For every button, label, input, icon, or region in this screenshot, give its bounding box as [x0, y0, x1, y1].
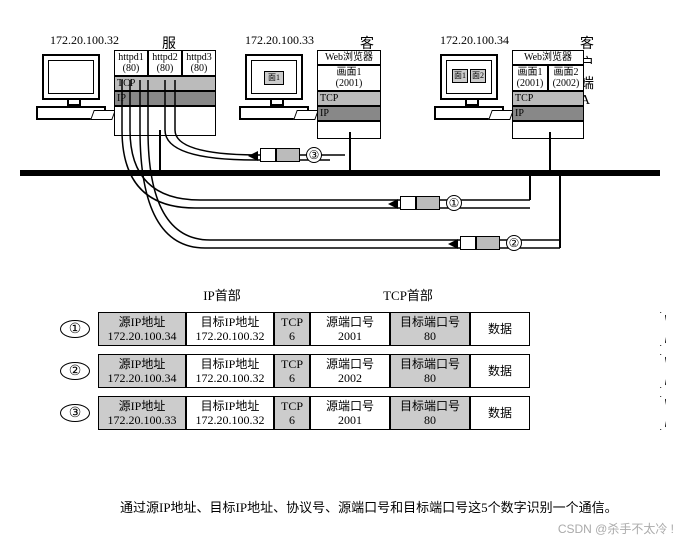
tcp-header-label: TCP首部: [328, 285, 488, 304]
network-topology: 172.20.100.32 服务器 httpd1(80) httpd2(80) …: [0, 0, 682, 280]
clienta-computer: 面1面2: [440, 54, 504, 120]
torn-edge: [660, 354, 666, 388]
arrow-icon: [388, 199, 398, 209]
server-computer: [42, 54, 106, 120]
packet-row: ① 源IP地址172.20.100.34目标IP地址172.20.100.32TC…: [60, 312, 660, 346]
layer-tcp: TCP: [114, 76, 216, 91]
proc-name: httpd1: [118, 52, 144, 63]
layer-ip: IP: [512, 106, 584, 121]
packet-num: ③: [60, 404, 90, 422]
screen-window: 面2: [470, 69, 486, 83]
win-label: 画面1: [518, 67, 543, 78]
browser-label: Web浏览器: [317, 50, 381, 65]
win-port: (2002): [553, 78, 580, 89]
packet-row: ② 源IP地址172.20.100.34目标IP地址172.20.100.32TC…: [60, 354, 660, 388]
packet-num: ①: [60, 320, 90, 338]
dst-port-cell: 目标端口号80: [390, 396, 470, 430]
packet-marker-2: ②: [460, 236, 504, 252]
dst-ip-cell: 目标IP地址172.20.100.32: [186, 396, 274, 430]
win-port: (2001): [336, 78, 363, 89]
data-cell: 数据: [470, 312, 530, 346]
screen-window: 面1: [264, 71, 284, 85]
src-port-cell: 源端口号2001: [310, 396, 390, 430]
torn-edge: [660, 312, 666, 346]
proc-port: (80): [157, 63, 174, 74]
src-ip-cell: 源IP地址172.20.100.34: [98, 354, 186, 388]
layer-ip: IP: [114, 91, 216, 106]
watermark: CSDN @杀手不太冷 !: [558, 520, 674, 537]
server-ip: 172.20.100.32: [50, 33, 119, 48]
src-ip-cell: 源IP地址172.20.100.33: [98, 396, 186, 430]
network-bus: [20, 170, 660, 176]
ip-header-label: IP首部: [116, 285, 328, 304]
dst-ip-cell: 目标IP地址172.20.100.32: [186, 312, 274, 346]
src-ip-cell: 源IP地址172.20.100.34: [98, 312, 186, 346]
packet-row: ③ 源IP地址172.20.100.33目标IP地址172.20.100.32TC…: [60, 396, 660, 430]
packet-marker-3: ③: [260, 148, 304, 164]
clientb-ip: 172.20.100.33: [245, 33, 314, 48]
server-stack: httpd1(80) httpd2(80) httpd3(80) TCP IP: [114, 50, 216, 136]
proc-port: (80): [123, 63, 140, 74]
arrow-icon: [448, 239, 458, 249]
src-port-cell: 源端口号2002: [310, 354, 390, 388]
packet-tables: IP首部 TCP首部 ①源IP地址172.20.100.34目标IP地址172.…: [60, 285, 660, 430]
dst-port-cell: 目标端口号80: [390, 312, 470, 346]
proto-cell: TCP6: [274, 354, 310, 388]
packet-number: ②: [506, 235, 522, 251]
data-cell: 数据: [470, 396, 530, 430]
layer-ip: IP: [317, 106, 381, 121]
torn-edge: [660, 396, 666, 430]
browser-label: Web浏览器: [512, 50, 584, 65]
proto-cell: TCP6: [274, 396, 310, 430]
win-port: (2001): [517, 78, 544, 89]
packet-number: ①: [446, 195, 462, 211]
dst-ip-cell: 目标IP地址172.20.100.32: [186, 354, 274, 388]
header-row: IP首部 TCP首部: [116, 285, 660, 304]
arrow-icon: [248, 151, 258, 161]
proc-name: httpd2: [152, 52, 178, 63]
caption: 通过源IP地址、目标IP地址、协议号、源端口号和目标端口号这5个数字识别一个通信…: [120, 500, 620, 516]
layer-tcp: TCP: [317, 91, 381, 106]
clientb-computer: 面1: [245, 54, 309, 120]
layer-tcp: TCP: [512, 91, 584, 106]
data-cell: 数据: [470, 354, 530, 388]
win-label: 画面1: [337, 67, 362, 78]
packet-marker-1: ①: [400, 196, 444, 212]
clienta-ip: 172.20.100.34: [440, 33, 509, 48]
packet-number: ③: [306, 147, 322, 163]
proc-name: httpd3: [186, 52, 212, 63]
clienta-stack: Web浏览器 画面1(2001) 画面2(2002) TCP IP: [512, 50, 584, 139]
packet-num: ②: [60, 362, 90, 380]
win-label: 画面2: [554, 67, 579, 78]
screen-window: 面1: [452, 69, 468, 83]
proc-port: (80): [191, 63, 208, 74]
clientb-stack: Web浏览器 画面1(2001) TCP IP: [317, 50, 381, 139]
src-port-cell: 源端口号2001: [310, 312, 390, 346]
dst-port-cell: 目标端口号80: [390, 354, 470, 388]
proto-cell: TCP6: [274, 312, 310, 346]
